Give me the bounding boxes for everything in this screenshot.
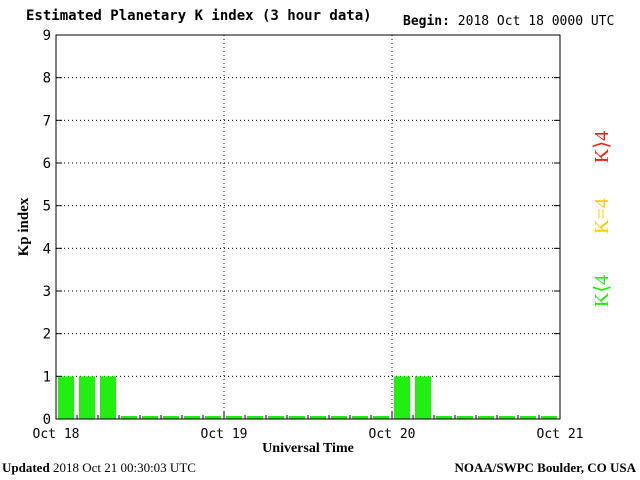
kp-bar <box>58 376 74 419</box>
y-tick-label: 8 <box>43 71 51 87</box>
kp-bar <box>289 416 305 419</box>
kp-bar <box>310 416 326 419</box>
begin-value: 2018 Oct 18 0000 UTC <box>457 14 615 29</box>
legend-low: K⟨4 <box>591 275 613 307</box>
credit-text: NOAA/SWPC Boulder, CO USA <box>454 460 636 475</box>
kp-bar <box>478 416 494 419</box>
kp-bar <box>205 416 221 419</box>
y-tick-label: 7 <box>43 113 51 129</box>
y-tick-label: 3 <box>43 284 51 300</box>
x-tick-labels: Oct 18 Oct 19 Oct 20 Oct 21 <box>33 427 584 442</box>
kp-bar <box>226 416 242 419</box>
kp-bar <box>268 416 284 419</box>
legend-high: K⟩4 <box>591 131 613 163</box>
kp-bar <box>163 416 179 419</box>
kp-bar <box>499 416 515 419</box>
y-tick-label: 4 <box>43 241 51 257</box>
plot-frame <box>55 34 561 420</box>
kp-bar <box>436 416 452 419</box>
y-tick-labels: 0 1 2 3 4 5 6 7 8 9 <box>43 28 51 428</box>
x-tick-label: Oct 19 <box>201 427 248 442</box>
y-axis-label: Kp index <box>16 197 32 256</box>
kp-bar <box>520 416 536 419</box>
kp-bar <box>394 376 410 419</box>
kp-bar <box>100 376 116 419</box>
chart-title: Estimated Planetary K index (3 hour data… <box>26 8 372 24</box>
legend-equal: K=4 <box>591 198 613 234</box>
x-tick-label: Oct 18 <box>33 427 80 442</box>
x-tick-label: Oct 21 <box>537 427 584 442</box>
y-tick-label: 0 <box>43 412 51 428</box>
grid-lines <box>56 35 560 419</box>
y-tick-label: 2 <box>43 327 51 343</box>
kp-bar <box>373 416 389 419</box>
kp-bar <box>79 376 95 419</box>
x-tick-label: Oct 20 <box>369 427 416 442</box>
bar-series <box>58 376 557 419</box>
begin-label: Begin: <box>403 14 450 29</box>
y-tick-label: 1 <box>43 369 51 385</box>
kp-bar <box>184 416 200 419</box>
kp-bar <box>457 416 473 419</box>
y-tick-label: 9 <box>43 28 51 44</box>
kp-bar <box>331 416 347 419</box>
kp-bar <box>541 416 557 419</box>
kp-bar <box>415 376 431 419</box>
kp-bar <box>352 416 368 419</box>
begin-timestamp: Begin: 2018 Oct 18 0000 UTC <box>403 14 614 29</box>
x-axis-label: Universal Time <box>262 441 354 456</box>
kp-bar <box>142 416 158 419</box>
kp-bar <box>121 416 137 419</box>
updated-label: Updated <box>2 460 50 475</box>
kp-bar <box>247 416 263 419</box>
level-legend: K⟩4 K=4 K⟨4 <box>591 131 613 307</box>
y-tick-label: 6 <box>43 156 51 172</box>
axis-ticks <box>55 34 561 420</box>
updated-value: 2018 Oct 21 00:30:03 UTC <box>52 460 196 475</box>
updated-timestamp: Updated 2018 Oct 21 00:30:03 UTC <box>2 460 196 476</box>
y-tick-label: 5 <box>43 199 51 215</box>
